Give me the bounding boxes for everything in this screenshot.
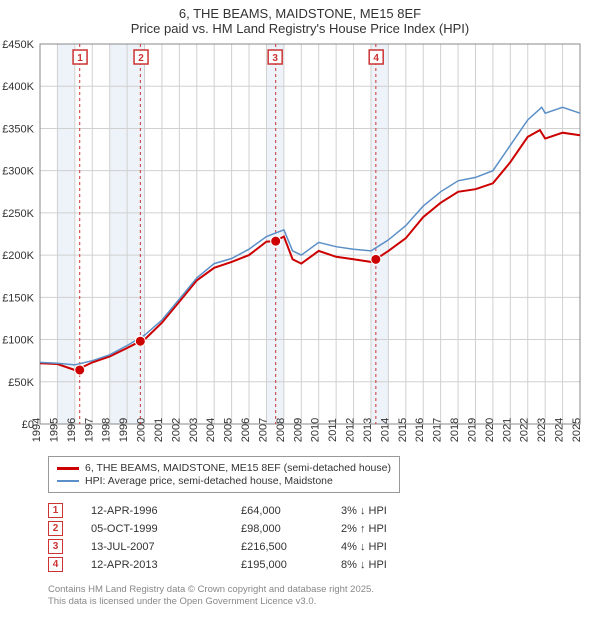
footer-line1: Contains HM Land Registry data © Crown c… <box>48 584 374 596</box>
legend-label: 6, THE BEAMS, MAIDSTONE, ME15 8EF (semi-… <box>85 462 391 474</box>
x-tick-label: 2017 <box>432 418 444 442</box>
transaction-price: £98,000 <box>241 523 341 535</box>
y-tick-label: £350K <box>2 123 34 135</box>
x-tick-label: 2021 <box>501 418 513 442</box>
title-block: 6, THE BEAMS, MAIDSTONE, ME15 8EF Price … <box>0 0 600 36</box>
transactions-table: 112-APR-1996£64,0003% ↓ HPI205-OCT-1999£… <box>48 500 548 575</box>
legend-item: HPI: Average price, semi-detached house,… <box>57 475 391 487</box>
legend-item: 6, THE BEAMS, MAIDSTONE, ME15 8EF (semi-… <box>57 462 391 474</box>
marker-number: 3 <box>272 53 278 64</box>
y-tick-label: £400K <box>2 81 34 93</box>
transaction-date: 05-OCT-1999 <box>91 523 241 535</box>
x-tick-label: 2025 <box>571 418 583 442</box>
x-tick-label: 2002 <box>170 418 182 442</box>
transaction-row: 4 12-APR-2013£195,0008% ↓ HPI <box>48 557 548 572</box>
transaction-price: £216,500 <box>241 541 341 553</box>
transaction-price: £195,000 <box>241 559 341 571</box>
x-tick-label: 1998 <box>101 418 113 442</box>
x-tick-label: 2013 <box>362 418 374 442</box>
transaction-dot <box>135 336 145 346</box>
transaction-row: 2 05-OCT-1999£98,0002% ↑ HPI <box>48 521 548 536</box>
x-tick-label: 2011 <box>327 418 339 442</box>
y-tick-label: £50K <box>8 377 34 389</box>
transaction-date: 12-APR-1996 <box>91 505 241 517</box>
x-tick-label: 2006 <box>240 418 252 442</box>
chart-container: 6, THE BEAMS, MAIDSTONE, ME15 8EF Price … <box>0 0 600 620</box>
title-line2: Price paid vs. HM Land Registry's House … <box>0 21 600 36</box>
transaction-delta: 4% ↓ HPI <box>341 541 461 553</box>
transaction-dot <box>371 254 381 264</box>
x-tick-label: 2010 <box>310 418 322 442</box>
y-tick-label: £150K <box>2 292 34 304</box>
x-tick-label: 2004 <box>205 418 217 442</box>
x-tick-label: 2018 <box>449 418 461 442</box>
x-tick-label: 2022 <box>519 418 531 442</box>
transaction-number-box: 1 <box>48 503 63 518</box>
transaction-number-box: 3 <box>48 539 63 554</box>
transaction-delta: 2% ↑ HPI <box>341 523 461 535</box>
y-tick-label: £250K <box>2 208 34 220</box>
y-tick-label: £300K <box>2 166 34 178</box>
transaction-dot <box>271 236 281 246</box>
x-tick-label: 2009 <box>292 418 304 442</box>
x-tick-label: 2024 <box>554 418 566 442</box>
x-tick-label: 1994 <box>31 418 43 442</box>
legend-label: HPI: Average price, semi-detached house,… <box>85 475 333 487</box>
legend: 6, THE BEAMS, MAIDSTONE, ME15 8EF (semi-… <box>48 456 400 493</box>
legend-swatch <box>57 467 79 470</box>
x-tick-label: 2014 <box>379 418 391 442</box>
y-tick-label: £200K <box>2 250 34 262</box>
transaction-date: 12-APR-2013 <box>91 559 241 571</box>
transaction-delta: 3% ↓ HPI <box>341 505 461 517</box>
x-tick-label: 2005 <box>223 418 235 442</box>
x-tick-label: 2016 <box>414 418 426 442</box>
x-tick-label: 2019 <box>466 418 478 442</box>
transaction-delta: 8% ↓ HPI <box>341 559 461 571</box>
chart-area: £0£50K£100K£150K£200K£250K£300K£350K£400… <box>40 44 580 444</box>
shaded-band <box>371 44 388 424</box>
marker-number: 1 <box>77 53 83 64</box>
transaction-dot <box>75 365 85 375</box>
transaction-date: 13-JUL-2007 <box>91 541 241 553</box>
transaction-number-box: 4 <box>48 557 63 572</box>
chart-svg: £0£50K£100K£150K£200K£250K£300K£350K£400… <box>40 44 580 444</box>
transaction-row: 1 12-APR-1996£64,0003% ↓ HPI <box>48 503 548 518</box>
x-tick-label: 2000 <box>136 418 148 442</box>
x-tick-label: 2012 <box>345 418 357 442</box>
x-tick-label: 1995 <box>48 418 60 442</box>
marker-number: 4 <box>373 53 379 64</box>
marker-number: 2 <box>138 53 144 64</box>
y-tick-label: £100K <box>2 335 34 347</box>
transaction-number-box: 2 <box>48 521 63 536</box>
x-tick-label: 2020 <box>484 418 496 442</box>
legend-swatch <box>57 480 79 482</box>
x-tick-label: 1996 <box>66 418 78 442</box>
footer-attribution: Contains HM Land Registry data © Crown c… <box>48 584 374 609</box>
x-tick-label: 1999 <box>118 418 130 442</box>
title-line1: 6, THE BEAMS, MAIDSTONE, ME15 8EF <box>0 6 600 21</box>
footer-line2: This data is licensed under the Open Gov… <box>48 596 374 608</box>
transaction-price: £64,000 <box>241 505 341 517</box>
y-tick-label: £450K <box>2 39 34 51</box>
x-tick-label: 2008 <box>275 418 287 442</box>
x-tick-label: 2015 <box>397 418 409 442</box>
x-tick-label: 1997 <box>83 418 95 442</box>
shaded-band <box>266 44 283 424</box>
x-tick-label: 2001 <box>153 418 165 442</box>
x-tick-label: 2003 <box>188 418 200 442</box>
transaction-row: 3 13-JUL-2007£216,5004% ↓ HPI <box>48 539 548 554</box>
x-tick-label: 2023 <box>536 418 548 442</box>
x-tick-label: 2007 <box>257 418 269 442</box>
